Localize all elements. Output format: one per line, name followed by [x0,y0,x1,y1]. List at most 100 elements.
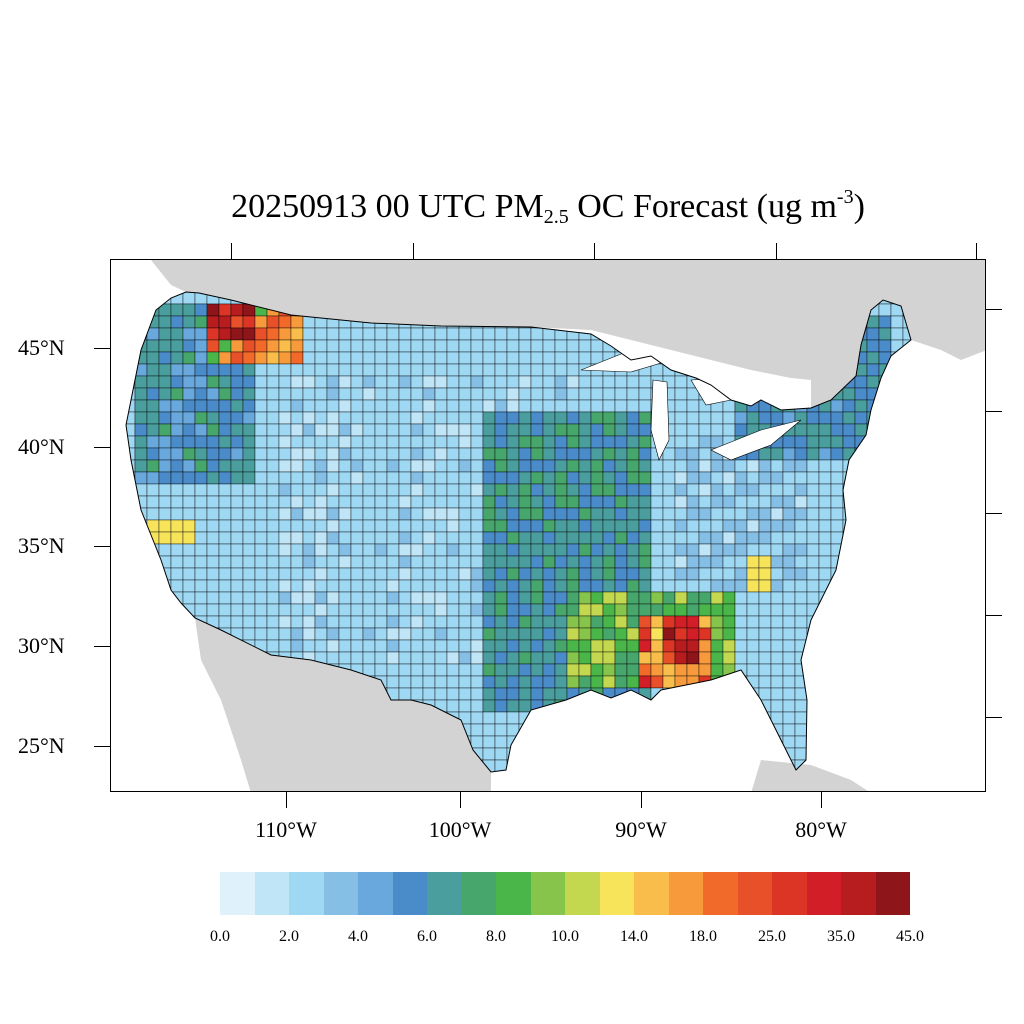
county-cell [422,639,436,653]
county-cell [494,543,508,557]
county-cell [290,387,304,401]
county-cell [458,339,472,353]
county-cell [866,399,880,413]
county-cell [662,591,676,605]
county-cell [206,711,220,725]
county-cell [806,507,820,521]
county-cell [638,651,652,665]
county-cell [242,591,256,605]
county-cell [470,399,484,413]
county-cell [374,483,388,497]
county-cell [782,483,796,497]
county-cell [710,735,724,749]
county-cell [782,627,796,641]
county-cell [686,591,700,605]
county-cell [230,471,244,485]
county-cell [566,447,580,461]
county-cell [662,651,676,665]
county-cell [770,531,784,545]
county-cell [578,435,592,449]
colorbar-swatch [427,872,462,915]
county-cell [878,759,892,772]
county-cell [566,663,580,677]
county-cell [710,771,724,772]
county-cell [818,747,832,761]
county-cell [746,639,760,653]
county-cell [302,603,316,617]
county-cell [866,423,880,437]
county-cell [290,471,304,485]
county-cell [182,519,196,533]
county-cell [170,399,184,413]
county-cell [338,387,352,401]
county-cell [758,663,772,677]
county-cell [722,651,736,665]
county-cell [254,399,268,413]
county-cell [398,375,412,389]
county-cell [422,663,436,677]
county-cell [542,615,556,629]
county-cell [338,339,352,353]
county-cell [626,591,640,605]
county-cell [326,483,340,497]
county-cell [590,579,604,593]
county-cell [578,459,592,473]
county-cell [794,543,808,557]
county-cell [482,723,496,737]
county-cell [878,603,892,617]
county-cell [126,711,136,725]
county-cell [578,543,592,557]
county-cell [374,387,388,401]
canada-land [141,260,985,408]
county-cell [806,579,820,593]
county-cell [182,411,196,425]
county-cell [182,363,196,377]
county-cell [674,687,688,701]
county-cell [770,699,784,713]
county-cell [506,615,520,629]
county-cell [290,495,304,509]
county-cell [806,687,820,701]
county-cell [182,603,196,617]
right-tick [986,717,1002,718]
county-cell [854,747,868,761]
county-cell [242,375,256,389]
county-cell [410,651,424,665]
county-cell [482,411,496,425]
county-cell [722,675,736,689]
county-cell [542,759,556,772]
county-cell [290,543,304,557]
county-cell [458,411,472,425]
county-cell [278,423,292,437]
county-cell [554,423,568,437]
county-cell [722,759,736,772]
county-cell [758,543,772,557]
county-cell [554,591,568,605]
county-cell [230,579,244,593]
county-cell [230,339,244,353]
county-cell [134,399,148,413]
county-cell [126,292,136,305]
county-cell [170,687,184,701]
county-cell [518,483,532,497]
county-cell [698,627,712,641]
county-cell [230,507,244,521]
county-cell [650,567,664,581]
county-cell [734,591,748,605]
county-cell [362,531,376,545]
county-cell [626,699,640,713]
county-cell [890,507,904,521]
county-cell [374,603,388,617]
county-cell [627,784,639,792]
county-cell [158,459,172,473]
county-cell [266,639,280,653]
county-cell [278,627,292,641]
county-cell [302,567,316,581]
county-cell [194,375,208,389]
county-cell [866,687,880,701]
county-cell [158,327,172,341]
county-cell [566,543,580,557]
county-cell [722,483,736,497]
county-cell [326,567,340,581]
county-cell [674,699,688,713]
